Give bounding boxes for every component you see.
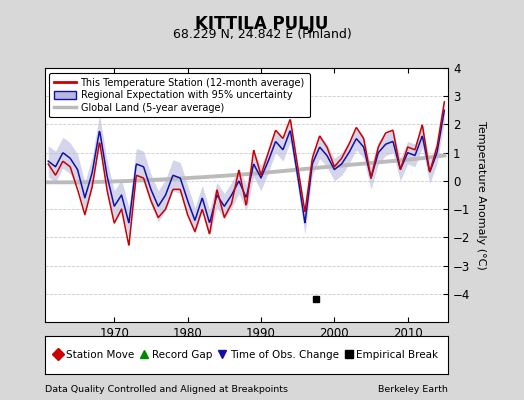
Text: KITTILA PULJU: KITTILA PULJU (195, 15, 329, 33)
Legend: This Temperature Station (12-month average), Regional Expectation with 95% uncer: This Temperature Station (12-month avera… (49, 73, 310, 118)
Y-axis label: Temperature Anomaly (°C): Temperature Anomaly (°C) (476, 121, 486, 269)
Text: 68.229 N, 24.842 E (Finland): 68.229 N, 24.842 E (Finland) (172, 28, 352, 41)
Text: Data Quality Controlled and Aligned at Breakpoints: Data Quality Controlled and Aligned at B… (45, 385, 288, 394)
Text: Berkeley Earth: Berkeley Earth (378, 385, 448, 394)
Legend: Station Move, Record Gap, Time of Obs. Change, Empirical Break: Station Move, Record Gap, Time of Obs. C… (51, 347, 442, 363)
